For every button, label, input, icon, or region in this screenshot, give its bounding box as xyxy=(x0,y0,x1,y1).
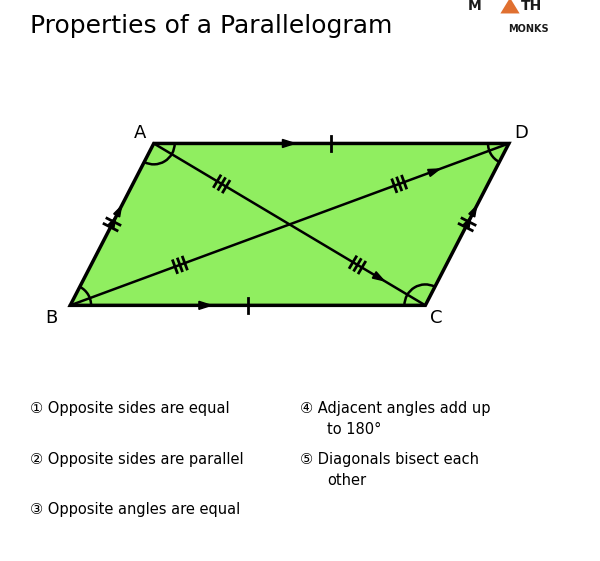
Text: Properties of a Parallelogram: Properties of a Parallelogram xyxy=(30,14,392,38)
Polygon shape xyxy=(469,206,476,217)
Text: ③ Opposite angles are equal: ③ Opposite angles are equal xyxy=(30,502,240,517)
Polygon shape xyxy=(500,0,520,13)
Text: MONKS: MONKS xyxy=(508,24,548,34)
Polygon shape xyxy=(70,144,509,305)
Text: ④ Adjacent angles add up: ④ Adjacent angles add up xyxy=(300,401,491,416)
Polygon shape xyxy=(283,140,295,148)
Text: ① Opposite sides are equal: ① Opposite sides are equal xyxy=(30,401,230,416)
Text: D: D xyxy=(514,124,529,142)
Text: TH: TH xyxy=(521,0,542,13)
Polygon shape xyxy=(428,169,440,176)
Polygon shape xyxy=(108,217,116,228)
Polygon shape xyxy=(113,206,121,217)
Text: to 180°: to 180° xyxy=(327,422,382,438)
Polygon shape xyxy=(373,272,384,280)
Text: B: B xyxy=(45,309,58,327)
Text: ⑤ Diagonals bisect each: ⑤ Diagonals bisect each xyxy=(300,452,479,467)
Polygon shape xyxy=(463,217,471,228)
Text: M: M xyxy=(468,0,482,13)
Text: ② Opposite sides are parallel: ② Opposite sides are parallel xyxy=(30,452,244,467)
Text: other: other xyxy=(327,473,366,488)
Polygon shape xyxy=(199,301,211,309)
Text: A: A xyxy=(134,124,146,142)
Text: C: C xyxy=(430,309,442,327)
